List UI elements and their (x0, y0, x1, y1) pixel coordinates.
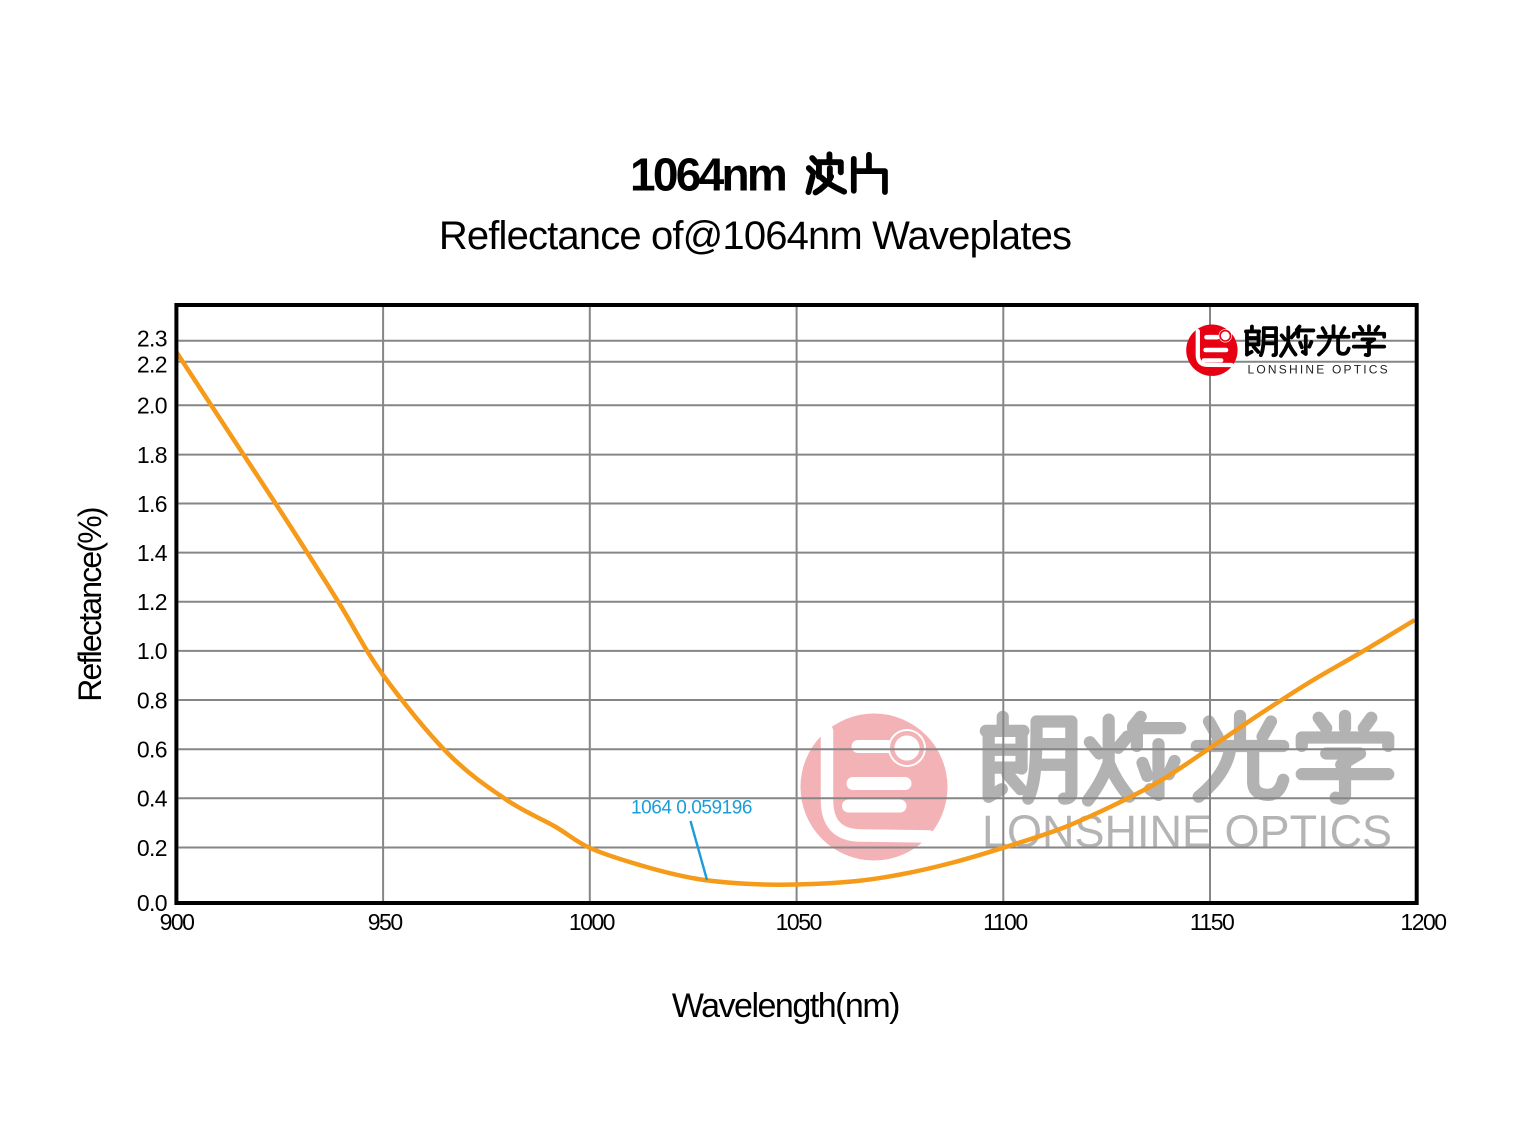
svg-text:0.0: 0.0 (137, 890, 167, 916)
svg-text:950: 950 (368, 909, 403, 935)
svg-text:2.3: 2.3 (137, 326, 167, 352)
svg-text:Reflectance of@1064nm Waveplat: Reflectance of@1064nm Waveplates (439, 214, 1071, 258)
svg-text:1064 0.059196: 1064 0.059196 (631, 798, 752, 819)
svg-text:1064nm: 1064nm (630, 149, 786, 201)
svg-text:1.0: 1.0 (137, 638, 167, 664)
svg-text:LONSHINE OPTICS: LONSHINE OPTICS (1248, 363, 1390, 377)
svg-text:1.6: 1.6 (137, 491, 167, 517)
svg-text:1200: 1200 (1400, 909, 1446, 935)
svg-text:1050: 1050 (776, 909, 822, 935)
svg-text:1100: 1100 (983, 909, 1027, 935)
svg-text:0.6: 0.6 (137, 737, 167, 763)
svg-text:2.0: 2.0 (137, 393, 167, 419)
svg-text:1150: 1150 (1190, 909, 1234, 935)
svg-text:1000: 1000 (569, 909, 615, 935)
svg-text:1.8: 1.8 (137, 442, 167, 468)
svg-text:1.4: 1.4 (137, 540, 168, 566)
svg-text:0.8: 0.8 (137, 687, 167, 713)
svg-text:900: 900 (160, 909, 195, 935)
svg-text:2.2: 2.2 (137, 352, 167, 378)
svg-text:LONSHINE OPTICS: LONSHINE OPTICS (982, 806, 1392, 857)
svg-text:0.4: 0.4 (137, 786, 168, 812)
svg-text:1.2: 1.2 (137, 589, 167, 615)
svg-text:Wavelength(nm): Wavelength(nm) (672, 987, 899, 1025)
svg-text:Reflectance(%): Reflectance(%) (72, 508, 108, 702)
svg-text:0.2: 0.2 (137, 835, 167, 861)
